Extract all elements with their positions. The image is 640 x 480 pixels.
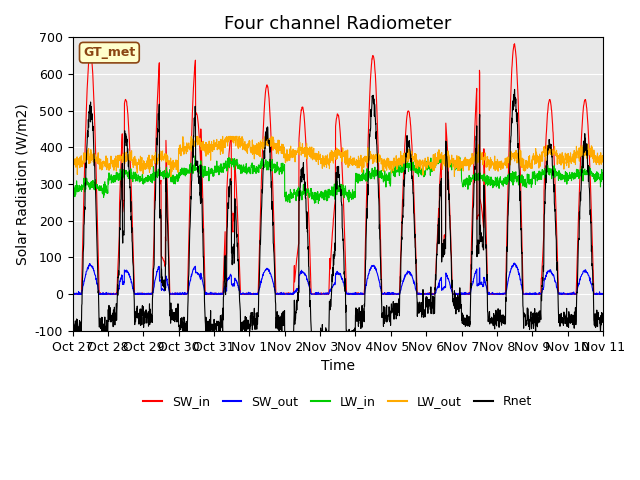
Text: GT_met: GT_met <box>83 46 136 59</box>
Legend: SW_in, SW_out, LW_in, LW_out, Rnet: SW_in, SW_out, LW_in, LW_out, Rnet <box>138 390 537 413</box>
X-axis label: Time: Time <box>321 359 355 373</box>
Y-axis label: Solar Radiation (W/m2): Solar Radiation (W/m2) <box>15 103 29 265</box>
Title: Four channel Radiometer: Four channel Radiometer <box>224 15 451 33</box>
